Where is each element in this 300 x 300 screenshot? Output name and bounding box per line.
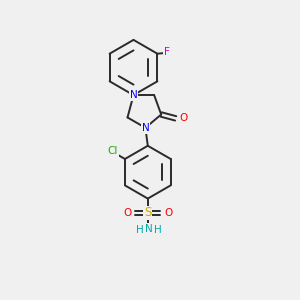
- Text: O: O: [179, 113, 187, 123]
- Text: O: O: [164, 208, 172, 218]
- Text: F: F: [164, 47, 170, 57]
- Text: S: S: [144, 206, 152, 220]
- Text: O: O: [123, 208, 131, 218]
- Text: H: H: [136, 225, 143, 236]
- Text: Cl: Cl: [107, 146, 118, 156]
- Text: N: N: [145, 224, 153, 234]
- Text: N: N: [142, 123, 149, 133]
- Text: N: N: [130, 90, 137, 100]
- Text: H: H: [154, 225, 162, 236]
